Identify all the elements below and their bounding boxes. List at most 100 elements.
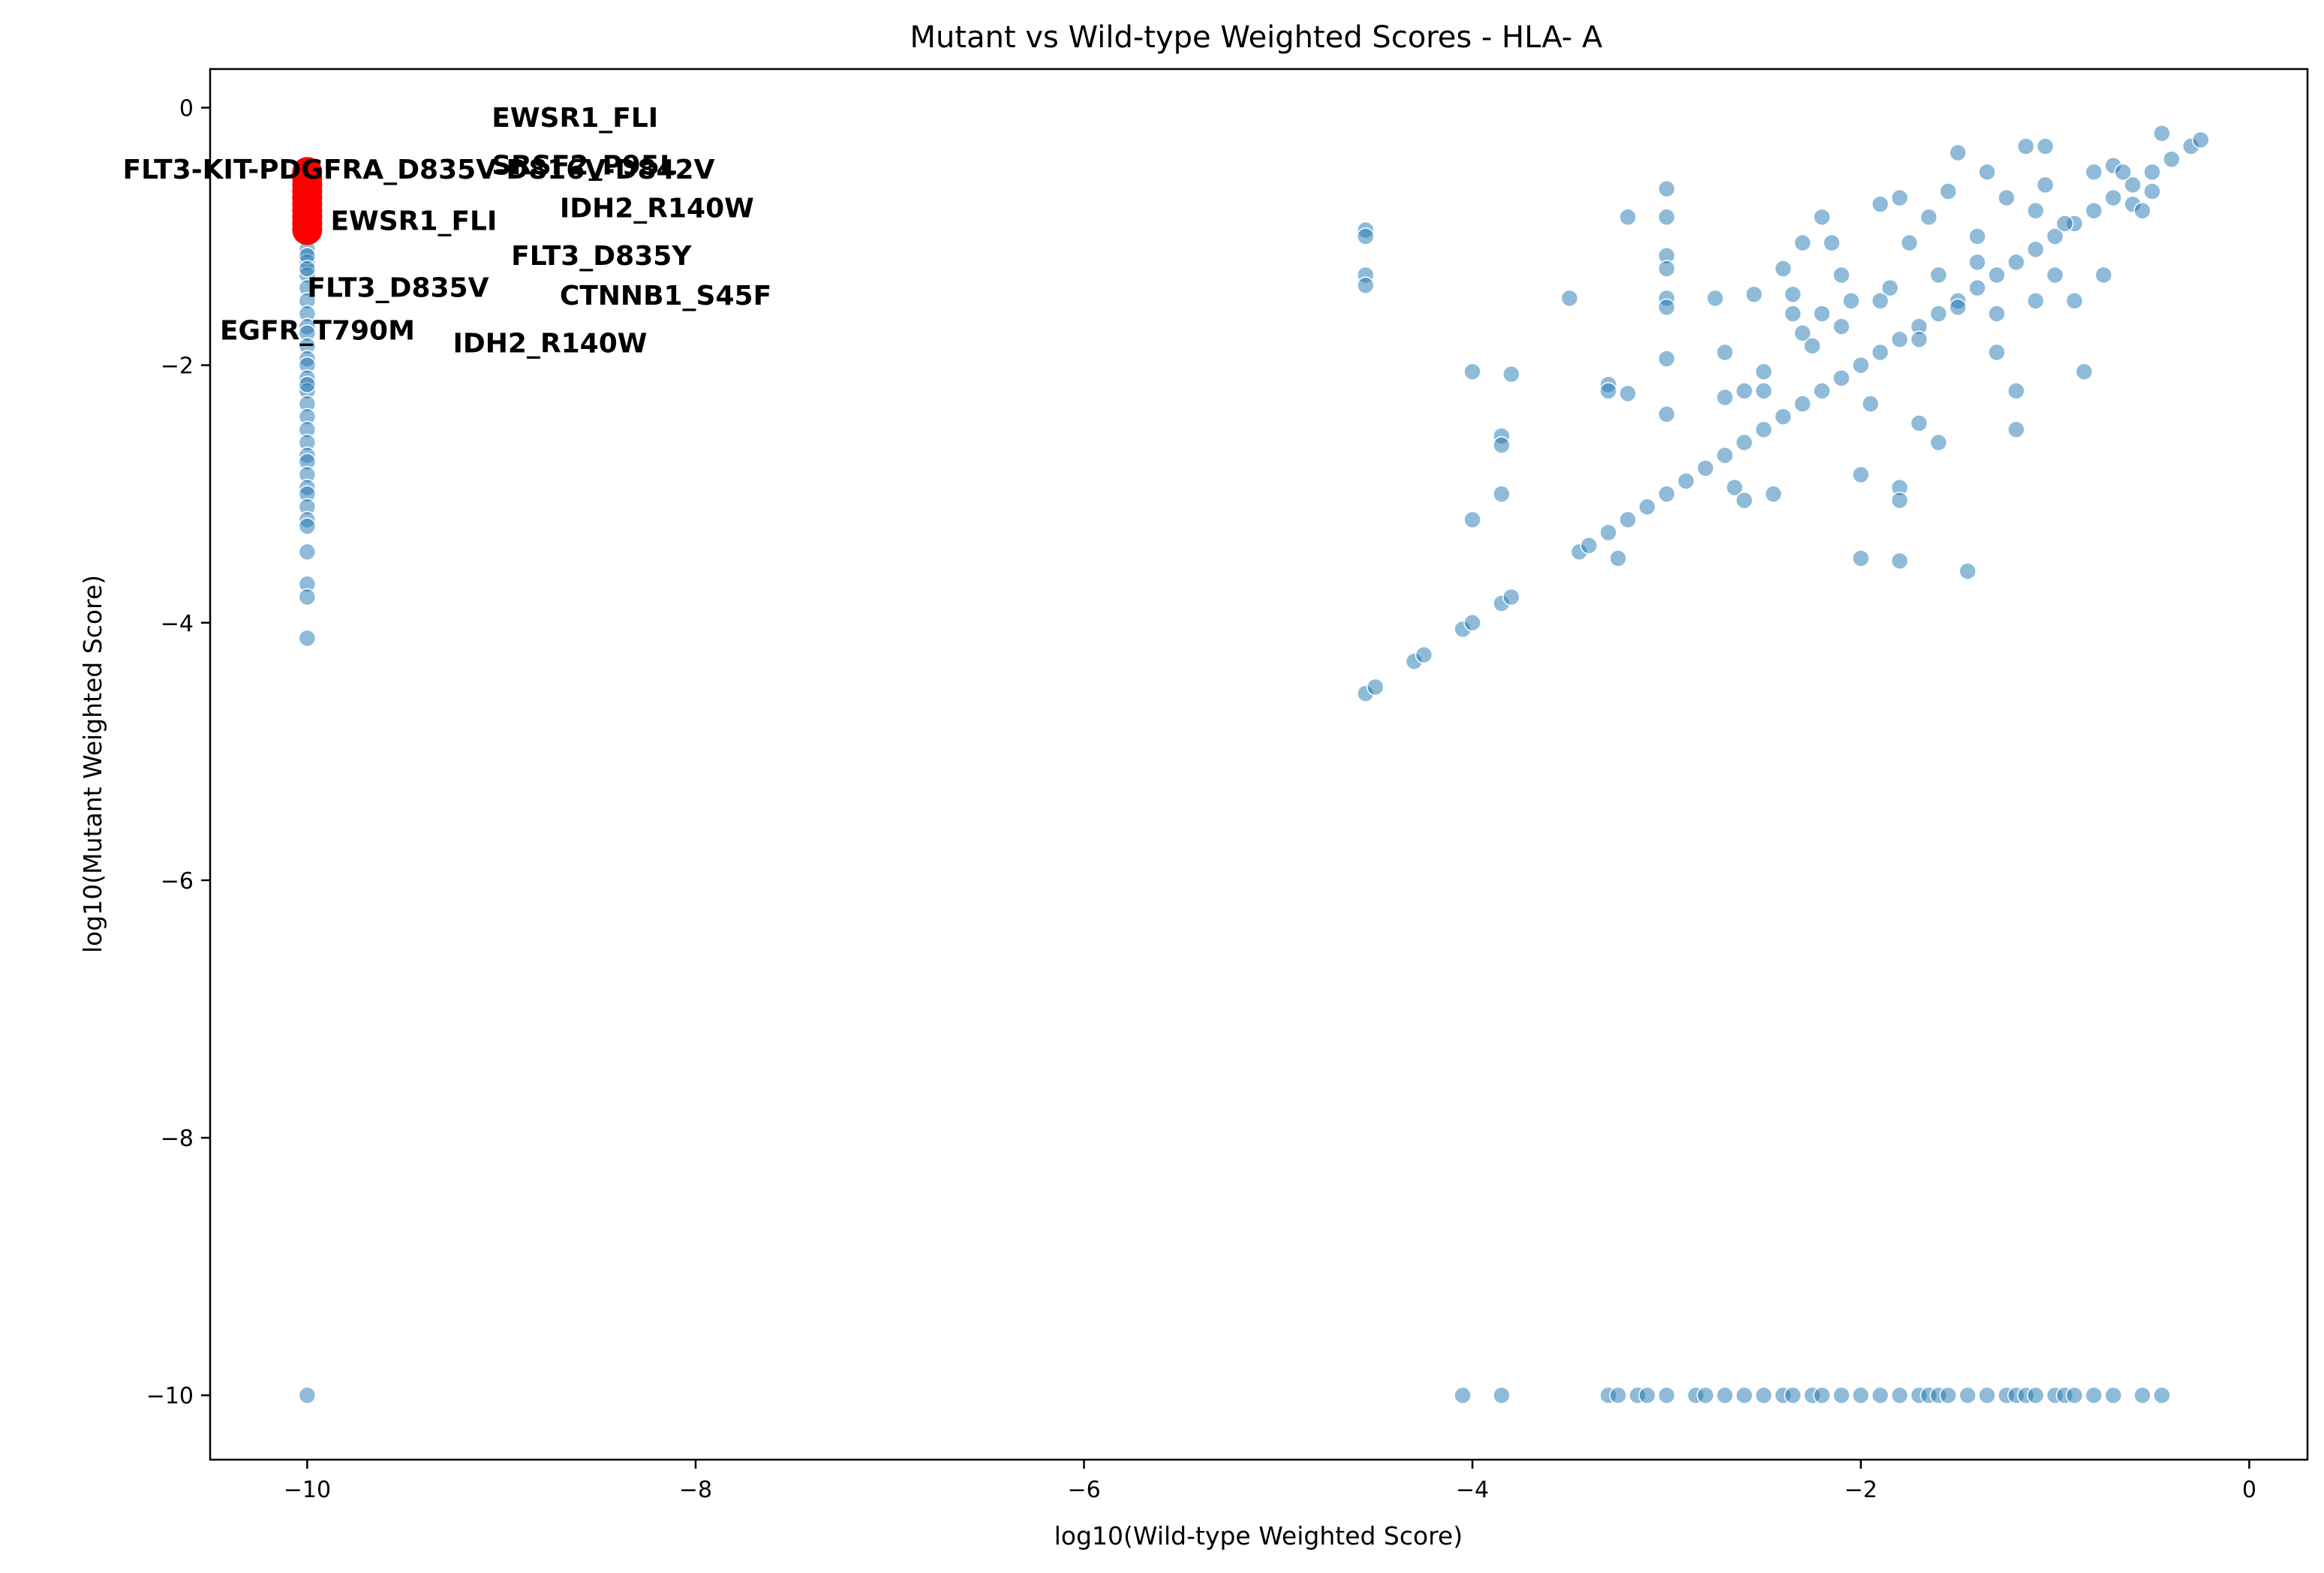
data-point [2124, 176, 2142, 194]
data-point [2007, 253, 2025, 272]
data-point [1871, 343, 1890, 362]
data-point [1959, 562, 1977, 580]
data-point [1910, 414, 1929, 432]
data-point [1881, 278, 1899, 297]
data-point [1715, 343, 1734, 362]
data-point [1357, 227, 1375, 245]
highlighted-point [292, 215, 323, 245]
annotation-label: EWSR1_FLI [492, 103, 658, 134]
data-point [1968, 278, 1986, 297]
data-point [2094, 266, 2113, 284]
data-point [1803, 337, 1821, 355]
data-point [1745, 285, 1763, 304]
data-point [1890, 552, 1909, 570]
data-point [2065, 292, 2084, 310]
data-point [2036, 137, 2055, 155]
data-point [1793, 323, 1811, 342]
data-point [1677, 472, 1695, 490]
data-point [1560, 289, 1579, 308]
data-point [1978, 1386, 1996, 1404]
data-point [1706, 289, 1724, 308]
data-point [1890, 1386, 1909, 1404]
data-point [2114, 163, 2132, 182]
data-point [1415, 645, 1433, 664]
data-point [2046, 227, 2064, 245]
data-point [2055, 215, 2074, 233]
data-point [1949, 143, 1967, 162]
data-point [1599, 523, 1618, 542]
annotation-label: EGFR_T790M [220, 315, 415, 346]
data-point [1813, 382, 1831, 400]
data-point [1735, 382, 1754, 400]
data-point [1619, 510, 1637, 529]
y-axis-label: log10(Mutant Weighted Score) [78, 575, 107, 953]
data-point [1764, 485, 1783, 503]
data-point [2191, 131, 2210, 149]
data-point [1619, 208, 1637, 227]
data-point [2133, 1386, 2151, 1404]
data-point [1658, 260, 1676, 278]
data-point [298, 260, 317, 278]
annotations-layer: EWSR1_FLI SRSF2_P95LFLT3-KIT-PDGFRA_D835V… [123, 103, 772, 359]
data-point [1463, 510, 1481, 529]
data-point [1823, 233, 1841, 252]
data-point [1658, 485, 1676, 503]
y-tick-label: −8 [161, 1126, 194, 1152]
annotation-label: EWSR1_FLI [330, 206, 497, 236]
annotation-label: FLT3_D835Y [511, 241, 692, 272]
data-point [1754, 420, 1773, 439]
data-point [1493, 485, 1511, 503]
data-point [1929, 305, 1948, 323]
data-point [1813, 208, 1831, 227]
data-point [1658, 1386, 1676, 1404]
annotation-label: SRSF2_P95L [492, 151, 677, 182]
data-point [2153, 1386, 2171, 1404]
data-point [2007, 420, 2025, 439]
data-point [2007, 382, 2025, 400]
data-point [1754, 362, 1773, 380]
data-point [1852, 1386, 1870, 1404]
data-point [1910, 330, 1929, 349]
data-point [1890, 492, 1909, 510]
data-point [1638, 1386, 1656, 1404]
data-point [2085, 201, 2103, 220]
data-point [1784, 285, 1802, 304]
data-point [2026, 292, 2045, 310]
data-point [1998, 188, 2016, 207]
y-tick-label: −2 [161, 353, 194, 380]
data-point [1502, 588, 1520, 606]
data-point [1715, 388, 1734, 407]
x-tick-label: −4 [1456, 1477, 1489, 1503]
data-point [298, 375, 317, 394]
data-point [2026, 1386, 2045, 1404]
data-point [1832, 369, 1850, 387]
data-point [1754, 382, 1773, 400]
data-point [1784, 1386, 1802, 1404]
x-tick-label: −10 [284, 1477, 331, 1503]
data-point [298, 543, 317, 561]
data-point [1871, 1386, 1890, 1404]
data-point [1949, 298, 1967, 317]
data-point [1842, 292, 1860, 310]
data-point [2075, 362, 2094, 380]
data-point [2143, 182, 2161, 200]
data-point [2036, 176, 2055, 194]
data-point [1832, 266, 1850, 284]
data-point [2163, 150, 2181, 168]
x-tick-label: −2 [1844, 1477, 1878, 1503]
data-point [1599, 382, 1618, 400]
x-axis-label: log10(Wild-type Weighted Score) [1054, 1521, 1463, 1550]
data-point [1793, 395, 1811, 413]
data-point [1939, 182, 1957, 200]
data-point [1715, 446, 1734, 465]
data-point [1735, 433, 1754, 452]
annotation-label: CTNNB1_S45F [560, 281, 771, 311]
data-point [1366, 678, 1384, 696]
data-point [1871, 292, 1890, 310]
annotation-label: FLT3-KIT-PDGFRA_D835V-D816V-D842V [123, 155, 715, 185]
data-point [1658, 179, 1676, 198]
data-point [1929, 266, 1948, 284]
data-point [1890, 330, 1909, 349]
data-point [1852, 549, 1870, 567]
